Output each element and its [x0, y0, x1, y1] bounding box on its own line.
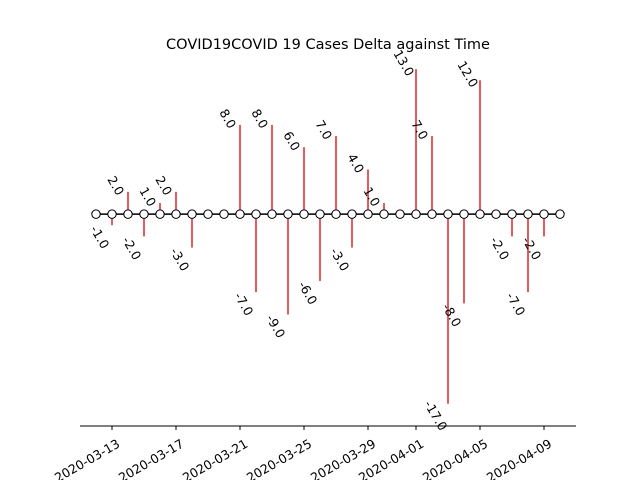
marker	[187, 209, 197, 219]
x-axis-ticks: 2020-03-132020-03-172020-03-212020-03-25…	[52, 426, 554, 480]
x-tick-label: 2020-03-13	[52, 436, 122, 480]
x-tick-label: 2020-03-25	[244, 436, 314, 480]
data-label: 8.0	[248, 106, 271, 131]
data-label: 4.0	[344, 151, 367, 176]
marker	[267, 209, 277, 219]
marker	[539, 209, 549, 219]
data-label: 6.0	[280, 129, 303, 154]
data-label: 7.0	[408, 117, 431, 142]
marker	[379, 209, 389, 219]
data-label: -3.0	[327, 245, 352, 274]
data-label: -8.0	[439, 301, 464, 330]
data-label: -1.0	[87, 223, 112, 252]
marker	[155, 209, 165, 219]
data-label: -3.0	[167, 245, 192, 274]
data-label: -2.0	[519, 234, 544, 263]
data-label: 2.0	[104, 173, 127, 198]
marker	[251, 209, 261, 219]
marker	[555, 209, 565, 219]
data-label: -7.0	[231, 290, 256, 319]
marker	[427, 209, 437, 219]
marker	[507, 209, 517, 219]
stem-group	[111, 69, 545, 404]
marker	[107, 209, 117, 219]
x-tick-label: 2020-03-17	[116, 436, 186, 480]
marker	[523, 209, 533, 219]
marker	[395, 209, 405, 219]
marker	[299, 209, 309, 219]
data-label: 8.0	[216, 106, 239, 131]
data-label: -9.0	[263, 312, 288, 341]
data-label: -2.0	[119, 234, 144, 263]
data-label: -17.0	[421, 398, 450, 434]
marker	[283, 209, 293, 219]
marker-group	[91, 209, 565, 219]
x-tick-label: 2020-04-09	[484, 436, 554, 480]
x-tick-label: 2020-04-05	[420, 436, 490, 480]
data-label: -6.0	[295, 278, 320, 307]
marker	[459, 209, 469, 219]
marker	[347, 209, 357, 219]
marker	[203, 209, 213, 219]
marker	[123, 209, 133, 219]
marker	[235, 209, 245, 219]
x-tick-label: 2020-03-21	[180, 436, 250, 480]
marker	[91, 209, 101, 219]
data-label: 1.0	[136, 184, 159, 209]
marker	[171, 209, 181, 219]
data-label: 12.0	[454, 58, 481, 90]
marker	[443, 209, 453, 219]
chart-title: COVID19COVID 19 Cases Delta against Time	[166, 37, 490, 53]
data-label: 7.0	[312, 117, 335, 142]
data-label: 1.0	[360, 184, 383, 209]
data-label: -2.0	[487, 234, 512, 263]
marker	[411, 209, 421, 219]
marker	[219, 209, 229, 219]
marker	[363, 209, 373, 219]
marker	[331, 209, 341, 219]
label-group: -1.02.0-2.01.02.0-3.08.0-7.08.0-9.06.0-6…	[87, 47, 544, 433]
marker	[475, 209, 485, 219]
marker	[139, 209, 149, 219]
marker	[315, 209, 325, 219]
marker	[491, 209, 501, 219]
data-label: -7.0	[503, 290, 528, 319]
